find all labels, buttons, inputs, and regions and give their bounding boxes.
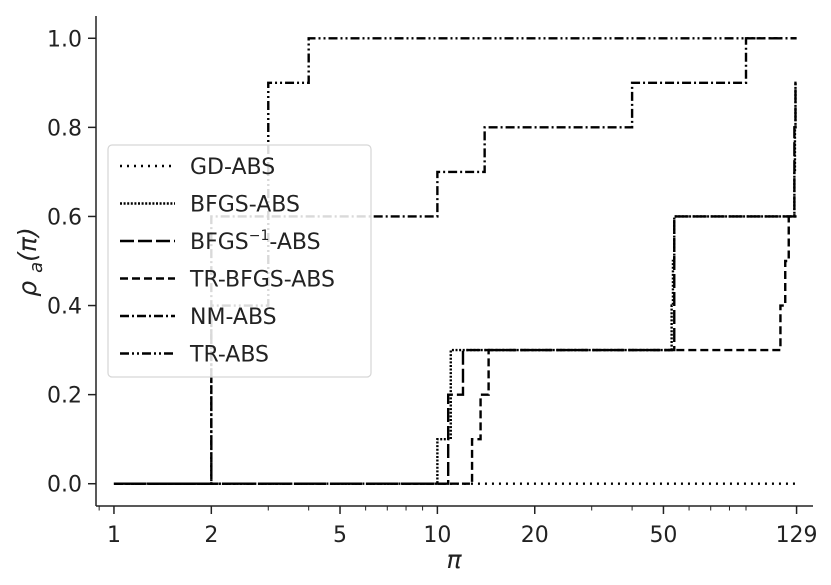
ticks: 1 2 5 10 20 50 129 0.0 0.2 0.4 0.6 0.8 1.0 (47, 27, 818, 548)
legend: GD-ABS BFGS-ABS BFGS−1-ABS TR-BFGS-ABS NM-AB… (107, 144, 372, 378)
y-tick-label: 0.0 (47, 473, 82, 498)
series-line-tr-bfgs-abs (113, 215, 797, 485)
x-tick-label: 50 (649, 523, 677, 548)
y-tick-label: 1.0 (47, 27, 82, 52)
x-tick-label: 5 (333, 523, 347, 548)
y-tick-label: 0.8 (47, 116, 82, 141)
x-tick-label: 10 (423, 523, 451, 548)
legend-label: BFGS−1-ABS (190, 228, 321, 255)
x-tick-label: 1 (107, 523, 121, 548)
series-line-bfgs-abs (113, 81, 797, 485)
legend-label: NM-ABS (190, 305, 277, 330)
legend-label: TR-BFGS-ABS (189, 268, 335, 293)
x-tick-label: 2 (204, 523, 218, 548)
legend-label: GD-ABS (190, 155, 275, 180)
x-tick-label: 20 (521, 523, 549, 548)
series-line-nm-abs (113, 37, 797, 485)
y-tick-label: 0.2 (47, 384, 82, 409)
x-tick-label: 129 (776, 523, 818, 548)
y-tick-label: 0.4 (47, 295, 82, 320)
y-tick-label: 0.6 (47, 205, 82, 230)
legend-label: BFGS-ABS (190, 193, 300, 218)
axes (95, 16, 813, 507)
legend-label: TR-ABS (189, 343, 269, 368)
y-axis-label: ρ a(π) (13, 227, 47, 296)
y-axis-label-text: ρ (13, 281, 42, 297)
x-axis-label: π (446, 545, 462, 574)
legend-box (107, 144, 372, 378)
